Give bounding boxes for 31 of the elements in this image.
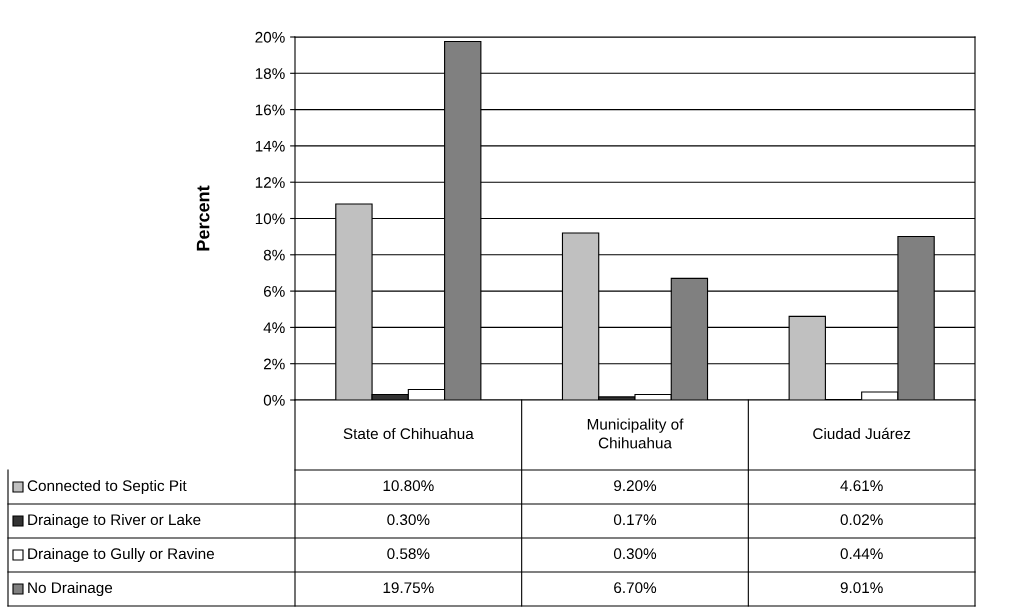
data-label: 10.80% (383, 480, 434, 492)
data-label: 0.30% (387, 514, 430, 526)
y-tick-label: 6% (263, 285, 285, 297)
data-label: 0.58% (387, 548, 430, 560)
data-label: 9.01% (840, 582, 883, 594)
legend-label: No Drainage (28, 581, 113, 597)
y-axis-title: Percent (196, 185, 210, 251)
y-tick-label: 2% (263, 358, 285, 370)
x-tick-label: Ciudad Juárez (813, 427, 911, 440)
data-label: 0.17% (613, 514, 657, 526)
data-label: 0.30% (613, 548, 657, 560)
y-tick-label: 10% (255, 213, 285, 225)
y-tick-label: 8% (263, 249, 285, 261)
data-label: 0.02% (840, 514, 883, 526)
y-tick-label: 0% (263, 394, 285, 406)
y-tick-label: 12% (255, 177, 285, 188)
y-tick-label: 18% (255, 68, 285, 79)
data-label: 9.20% (614, 480, 657, 492)
y-tick-label: 4% (263, 322, 285, 334)
x-tick-label: Municipality of Chihuahua (587, 418, 684, 449)
legend-label: Drainage to River or Lake (28, 513, 201, 529)
data-label: 4.61% (840, 480, 883, 492)
data-label: 19.75% (383, 582, 434, 594)
y-tick-label: 14% (255, 140, 285, 152)
y-tick-label: 16% (255, 104, 285, 116)
x-tick-label: State of Chihuahua (343, 427, 474, 440)
data-label: 0.44% (840, 548, 883, 560)
legend-label: Drainage to Gully or Ravine (28, 547, 214, 563)
data-label: 6.70% (614, 582, 657, 594)
legend-label: Connected to Septic Pit (27, 479, 187, 495)
y-tick-label: 20% (255, 31, 285, 43)
